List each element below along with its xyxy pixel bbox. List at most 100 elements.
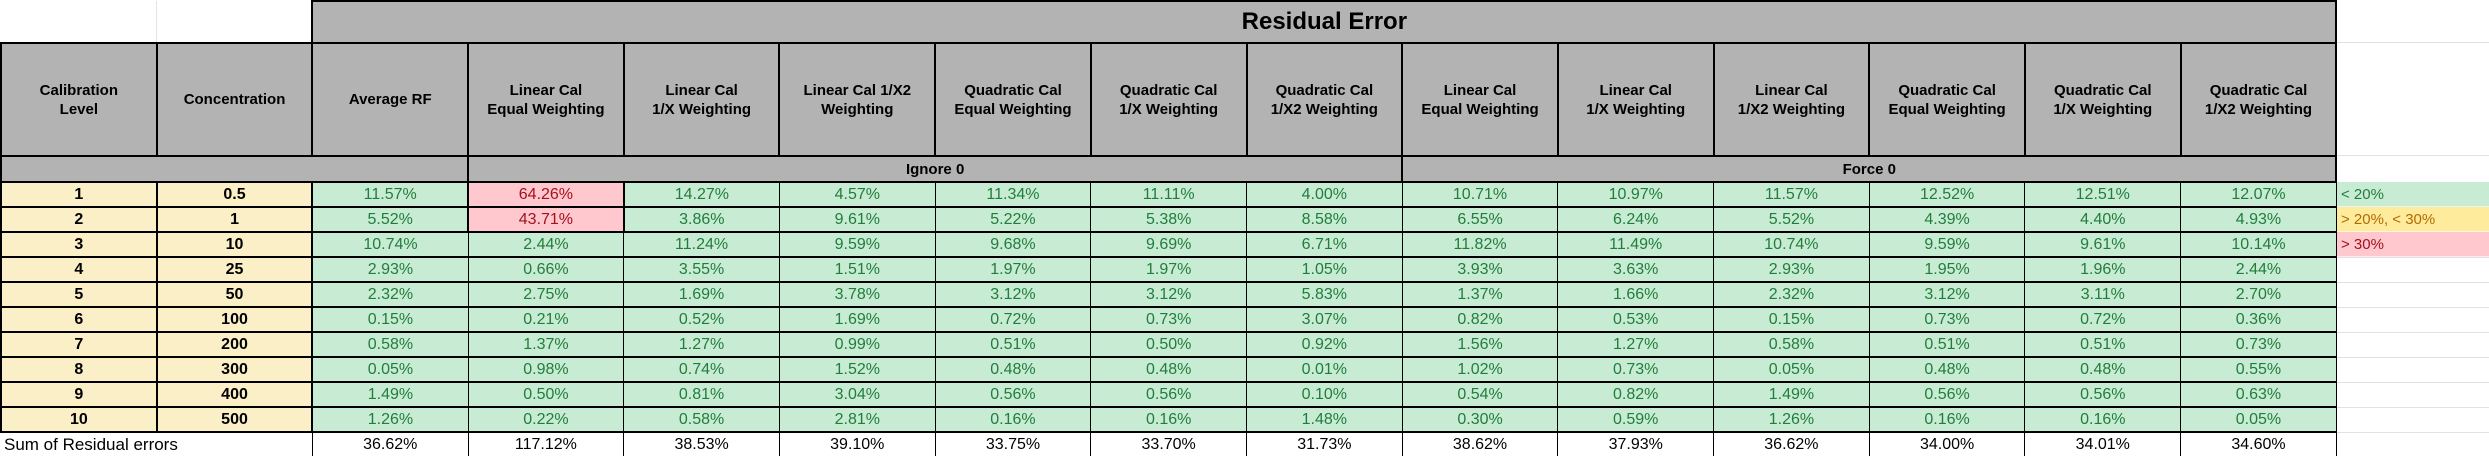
col-header-calibration-level[interactable]: Calibration Level [0,42,158,157]
cell-residual-quadratic-1x2-ignore0[interactable]: 4.00% [1246,181,1403,208]
cell-calibration-level[interactable]: 8 [0,356,158,383]
cell-residual-linear-equal-ignore0[interactable]: 0.21% [467,306,625,333]
cell-sum-quadratic-1x2-ignore0[interactable]: 31.73% [1246,431,1403,456]
cell-residual-quadratic-equal-ignore0[interactable]: 0.72% [934,306,1092,333]
cell-residual-linear-1x2-force0[interactable]: 10.74% [1713,231,1870,258]
col-header-quadratic-equal-force0[interactable]: Quadratic Cal Equal Weighting [1868,42,2026,157]
cell-calibration-level[interactable]: 4 [0,256,158,283]
cell-calibration-level[interactable]: 3 [0,231,158,258]
cell-residual-linear-1x-ignore0[interactable]: 1.69% [623,281,780,308]
cell-residual-linear-1x-force0[interactable]: 10.97% [1557,181,1715,208]
cell-residual-linear-equal-force0[interactable]: 1.56% [1401,331,1559,358]
col-header-linear-1x2-force0[interactable]: Linear Cal 1/X2 Weighting [1712,42,1871,157]
cell-residual-average-rf[interactable]: 11.57% [311,181,469,208]
cell-residual-linear-equal-force0[interactable]: 0.30% [1401,406,1559,433]
cell-residual-quadratic-1x-ignore0[interactable]: 0.56% [1090,381,1247,408]
cell-residual-linear-1x-ignore0[interactable]: 0.58% [623,406,780,433]
cell-concentration[interactable]: 25 [155,256,314,283]
cell-residual-quadratic-1x-force0[interactable]: 0.56% [2024,381,2182,408]
cell-residual-linear-1x2-force0[interactable]: 0.05% [1713,356,1870,383]
cell-residual-linear-1x2-force0[interactable]: 0.58% [1713,331,1870,358]
col-header-concentration[interactable]: Concentration [155,42,314,157]
cell-residual-linear-equal-ignore0[interactable]: 43.71% [467,206,625,233]
col-header-linear-1x2-ignore0[interactable]: Linear Cal 1/X2 Weighting [778,42,937,157]
cell-concentration[interactable]: 400 [155,381,314,408]
cell-residual-quadratic-1x2-force0[interactable]: 10.14% [2180,231,2337,258]
cell-residual-average-rf[interactable]: 2.93% [311,256,469,283]
cell-residual-quadratic-equal-force0[interactable]: 4.39% [1868,206,2026,233]
cell-residual-linear-equal-ignore0[interactable]: 0.66% [467,256,625,283]
cell-residual-quadratic-1x-force0[interactable]: 0.72% [2024,306,2182,333]
cell-residual-quadratic-equal-ignore0[interactable]: 0.51% [934,331,1092,358]
col-header-linear-1x-force0[interactable]: Linear Cal 1/X Weighting [1556,42,1715,157]
cell-calibration-level[interactable]: 10 [0,406,158,433]
cell-residual-quadratic-1x2-force0[interactable]: 0.63% [2180,381,2337,408]
cell-calibration-level[interactable]: 5 [0,281,158,308]
cell-calibration-level[interactable]: 7 [0,331,158,358]
cell-residual-linear-1x2-ignore0[interactable]: 9.61% [778,206,936,233]
cell-residual-linear-1x2-ignore0[interactable]: 1.52% [778,356,936,383]
cell-concentration[interactable]: 100 [155,306,314,333]
cell-residual-linear-1x-ignore0[interactable]: 0.74% [623,356,780,383]
cell-residual-quadratic-1x-ignore0[interactable]: 9.69% [1090,231,1247,258]
cell-concentration[interactable]: 50 [155,281,314,308]
cell-calibration-level[interactable]: 9 [0,381,158,408]
cell-sum-quadratic-1x2-force0[interactable]: 34.60% [2180,431,2337,456]
cell-residual-linear-1x2-force0[interactable]: 1.49% [1713,381,1870,408]
cell-residual-quadratic-1x2-force0[interactable]: 4.93% [2180,206,2337,233]
cell-residual-quadratic-1x-force0[interactable]: 4.40% [2024,206,2182,233]
cell-concentration[interactable]: 0.5 [155,181,314,208]
cell-residual-quadratic-equal-ignore0[interactable]: 1.97% [934,256,1092,283]
cell-residual-quadratic-1x-ignore0[interactable]: 3.12% [1090,281,1247,308]
cell-residual-quadratic-1x2-force0[interactable]: 0.05% [2180,406,2337,433]
cell-residual-linear-1x-force0[interactable]: 0.73% [1557,356,1715,383]
cell-residual-quadratic-1x2-force0[interactable]: 12.07% [2180,181,2337,208]
cell-concentration[interactable]: 300 [155,356,314,383]
cell-residual-quadratic-1x-ignore0[interactable]: 1.97% [1090,256,1247,283]
cell-residual-quadratic-1x2-ignore0[interactable]: 0.01% [1246,356,1403,383]
cell-residual-quadratic-1x-force0[interactable]: 3.11% [2024,281,2182,308]
col-header-linear-equal-force0[interactable]: Linear Cal Equal Weighting [1401,42,1559,157]
cell-residual-average-rf[interactable]: 5.52% [311,206,469,233]
cell-residual-quadratic-equal-ignore0[interactable]: 0.16% [934,406,1092,433]
cell-residual-linear-1x-ignore0[interactable]: 3.55% [623,256,780,283]
cell-residual-linear-1x2-ignore0[interactable]: 0.99% [778,331,936,358]
cell-residual-average-rf[interactable]: 10.74% [311,231,469,258]
cell-residual-quadratic-equal-force0[interactable]: 0.48% [1868,356,2026,383]
cell-residual-linear-1x-force0[interactable]: 0.53% [1557,306,1715,333]
cell-sum-linear-equal-force0[interactable]: 38.62% [1401,431,1559,456]
cell-residual-quadratic-equal-force0[interactable]: 0.16% [1868,406,2026,433]
cell-residual-quadratic-equal-force0[interactable]: 9.59% [1868,231,2026,258]
cell-sum-linear-1x2-force0[interactable]: 36.62% [1713,431,1870,456]
cell-residual-quadratic-equal-force0[interactable]: 0.73% [1868,306,2026,333]
cell-concentration[interactable]: 200 [155,331,314,358]
cell-residual-linear-1x2-ignore0[interactable]: 1.69% [778,306,936,333]
cell-calibration-level[interactable]: 2 [0,206,158,233]
cell-residual-quadratic-equal-ignore0[interactable]: 9.68% [934,231,1092,258]
cell-residual-linear-equal-force0[interactable]: 3.93% [1401,256,1559,283]
cell-residual-quadratic-1x2-ignore0[interactable]: 6.71% [1246,231,1403,258]
cell-residual-quadratic-1x-force0[interactable]: 0.16% [2024,406,2182,433]
cell-residual-linear-equal-ignore0[interactable]: 0.50% [467,381,625,408]
cell-residual-quadratic-1x-force0[interactable]: 0.51% [2024,331,2182,358]
cell-residual-quadratic-1x2-force0[interactable]: 2.70% [2180,281,2337,308]
cell-residual-linear-equal-force0[interactable]: 11.82% [1401,231,1559,258]
cell-residual-linear-equal-ignore0[interactable]: 1.37% [467,331,625,358]
col-header-quadratic-equal-ignore0[interactable]: Quadratic Cal Equal Weighting [934,42,1092,157]
cell-concentration[interactable]: 10 [155,231,314,258]
cell-residual-quadratic-equal-ignore0[interactable]: 5.22% [934,206,1092,233]
legend-row-over-30[interactable]: > 30% [2337,232,2489,257]
cell-residual-quadratic-equal-force0[interactable]: 3.12% [1868,281,2026,308]
cell-residual-quadratic-1x2-force0[interactable]: 2.44% [2180,256,2337,283]
cell-residual-quadratic-1x-force0[interactable]: 9.61% [2024,231,2182,258]
cell-residual-average-rf[interactable]: 1.49% [311,381,469,408]
cell-residual-linear-1x-force0[interactable]: 0.59% [1557,406,1715,433]
cell-residual-quadratic-1x-ignore0[interactable]: 5.38% [1090,206,1247,233]
cell-sum-quadratic-equal-force0[interactable]: 34.00% [1868,431,2026,456]
cell-residual-quadratic-1x2-ignore0[interactable]: 3.07% [1246,306,1403,333]
group-header-ignore0[interactable]: Ignore 0 [467,155,1404,183]
cell-calibration-level[interactable]: 1 [0,181,158,208]
cell-residual-linear-1x2-ignore0[interactable]: 9.59% [778,231,936,258]
cell-residual-quadratic-1x2-force0[interactable]: 0.73% [2180,331,2337,358]
cell-residual-linear-1x-ignore0[interactable]: 0.52% [623,306,780,333]
